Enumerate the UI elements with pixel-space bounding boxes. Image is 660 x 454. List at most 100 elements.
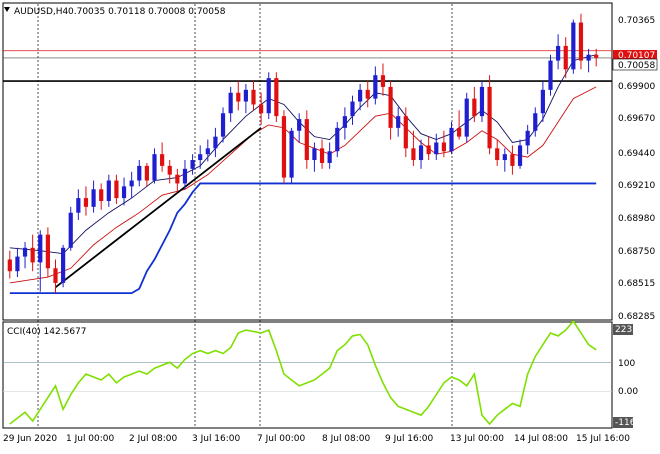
candle-body [517,145,523,166]
candle-body [205,148,210,155]
time-label: 8 Jul 08:00 [322,434,371,444]
candle-body [312,148,317,161]
candle-body [464,98,469,137]
candle-body [434,142,439,155]
price-panel-frame [2,2,613,321]
candle-body [327,151,332,163]
price-tick: 0.69210 [618,181,655,191]
time-label: 2 Jul 08:00 [129,434,178,444]
candle-body [510,154,515,166]
price-tag-current-label: 0.70058 [618,61,655,71]
candle-body [380,75,386,87]
candle-body [396,116,401,128]
time-label: 1 Jul 00:00 [66,434,115,444]
time-label: 9 Jul 16:00 [385,434,434,444]
candle-body [563,45,568,70]
cci-axis[interactable]: CCI(40) 142.5677 223.7726 100 0.00 -116.… [7,324,660,428]
candle-body [586,54,591,61]
candle-body [228,92,233,114]
candle-body [479,86,485,117]
candle-body [350,101,355,117]
price-tick: 0.68980 [618,214,655,224]
candle-body [259,104,264,114]
candle-body [160,154,165,166]
price-axis[interactable]: 0.70365 0.69900 0.69670 0.69440 0.69210 … [612,16,658,322]
vertical-gridlines [37,4,453,428]
time-label: 7 Jul 00:00 [257,434,306,444]
cci-tick-100: 100 [618,359,635,369]
candle-body [68,212,73,248]
time-label: 15 Jul 16:00 [576,434,630,444]
candle-body [319,148,325,163]
candle-body [137,165,142,181]
candle-body [342,116,347,128]
candle-body [533,113,538,131]
candle-body [426,145,431,155]
candle-body [571,22,576,70]
candle-body [548,60,553,90]
candle-body [83,198,89,207]
candle-body [7,259,12,272]
price-tag-current [612,58,658,71]
candle-body [274,78,279,117]
candle-body [243,89,248,102]
candlesticks [7,13,599,294]
candle-body [540,89,545,114]
price-tick: 0.70365 [618,16,655,26]
chart-header: AUDUSD,H4 0.70035 0.70118 0.70008 0.7005… [4,7,226,17]
price-tick: 0.68515 [618,279,655,289]
candle-body [220,113,226,137]
ma-red-line [9,86,597,284]
candle-body [38,234,43,263]
candle-body [198,154,203,161]
candle-body [213,136,218,149]
candle-body [121,186,127,199]
price-tick: 0.69670 [618,114,655,124]
candle-body [99,189,104,201]
time-label: 3 Jul 16:00 [192,434,241,444]
candle-body [403,116,408,149]
cci-line [9,319,597,426]
candle-body [358,89,363,102]
candle-body [556,45,561,61]
candle-body [22,247,28,257]
candle-body [61,247,66,283]
candle-body [487,86,492,149]
candle-body [388,86,393,128]
candle-body [335,127,340,152]
candle-body [167,165,172,175]
trendline[interactable] [54,127,262,288]
candle-body [594,54,599,58]
candle-body [129,180,134,187]
candle-body [281,116,287,178]
candle-body [76,198,81,213]
candle-body [297,119,302,131]
triangle-down-icon [4,7,10,12]
cci-tag-max [613,324,633,335]
cci-tick-0: 0.00 [618,387,638,397]
candle-body [365,89,370,99]
candle-body [152,154,157,181]
cci-label: CCI(40) 142.5677 [7,327,87,337]
price-tag-upper-label: 0.70107 [618,51,655,61]
candle-body [182,168,188,184]
cci-panel-frame [2,321,613,429]
candle-body [304,119,309,161]
candle-body [441,142,446,152]
time-label: 13 Jul 00:00 [450,434,504,444]
candle-body [91,189,96,207]
symbol-label: AUDUSD,H4 [14,7,69,17]
price-tick: 0.68285 [618,312,655,322]
price-tick: 0.69440 [618,149,655,159]
donchian-channel [9,182,597,295]
donchian-lower-line [9,182,597,295]
cci-tick-min: -116.8746 [615,418,660,428]
candle-body [449,127,454,152]
cci-tag-min [613,417,633,428]
candle-body [266,78,271,114]
time-axis[interactable]: 29 Jun 2020 1 Jul 00:00 2 Jul 08:00 3 Ju… [3,434,630,444]
cci-indicator [9,319,597,426]
